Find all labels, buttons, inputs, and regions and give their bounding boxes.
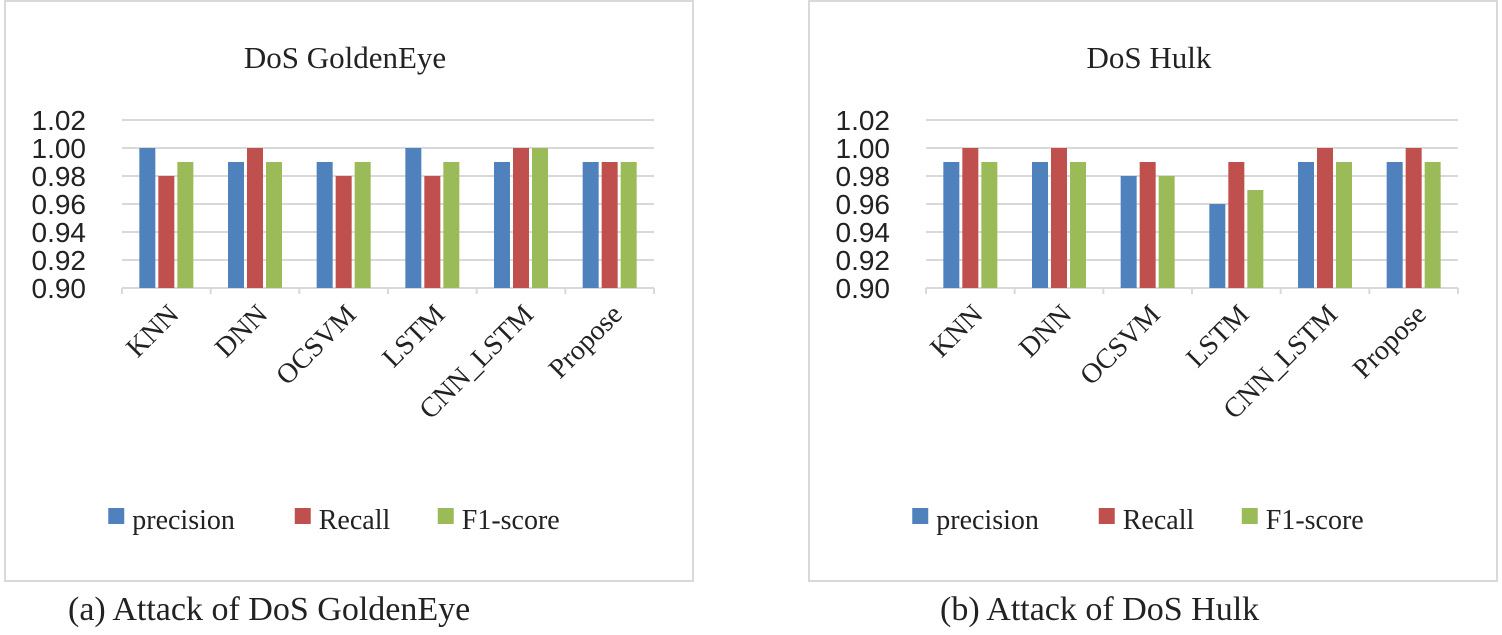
y-tick-label: 0.90: [32, 273, 87, 304]
bar-precision-lstm: [405, 148, 422, 288]
bar-precision-lstm: [1209, 204, 1226, 288]
bar-precision-dnn: [228, 162, 244, 288]
y-tick-label: 0.94: [836, 217, 891, 248]
y-tick-label: 1.00: [836, 133, 891, 164]
legend-swatch: [912, 508, 929, 524]
bar-recall-dnn: [247, 148, 263, 288]
y-tick-label: 1.02: [32, 105, 87, 136]
chart-dos-goldeneye: DoS GoldenEye 0.90 0.92 0.94 0.96 0.98 1.00 1.0…: [4, 0, 694, 582]
caption-a: (a) Attack of DoS GoldenEye: [68, 591, 471, 628]
y-tick-label: 0.92: [836, 245, 891, 276]
y-tick-label: 0.90: [836, 273, 891, 304]
bar-recall-knn: [962, 148, 979, 288]
chart-title: DoS GoldenEye: [244, 40, 446, 75]
bar-recall-lstm: [424, 176, 441, 288]
bar-recall-ocsvm: [335, 176, 352, 288]
legend-label: Recall: [1123, 505, 1195, 536]
y-tick-label: 1.02: [836, 105, 891, 136]
bar-recall-propose: [601, 162, 618, 288]
bar-precision-ocsvm: [1120, 176, 1137, 288]
y-tick-label: 0.96: [32, 189, 87, 220]
bar-f1-score-cnn-lstm: [532, 148, 548, 288]
legend-swatch: [1241, 508, 1258, 524]
legend-swatch: [437, 508, 454, 524]
bar-precision-propose: [582, 162, 599, 288]
chart-svg-goldeneye: DoS GoldenEye 0.900.920.940.960.981.001.0…: [4, 0, 694, 582]
y-tick-label: 0.92: [32, 245, 87, 276]
caption-b: (b) Attack of DoS Hulk: [940, 591, 1260, 628]
bar-f1-score-dnn: [266, 162, 282, 288]
bar-precision-cnn-lstm: [1298, 162, 1314, 288]
bar-precision-propose: [1386, 162, 1403, 288]
y-tick-label: 0.98: [32, 161, 87, 192]
bar-precision-ocsvm: [316, 162, 333, 288]
bar-recall-cnn-lstm: [513, 148, 529, 288]
y-tick-label: 0.94: [32, 217, 87, 248]
bar-f1-score-lstm: [443, 162, 460, 288]
legend-label: precision: [132, 505, 235, 536]
y-tick-label: 0.98: [836, 161, 891, 192]
bar-precision-cnn-lstm: [494, 162, 510, 288]
legend-swatch: [294, 508, 311, 524]
bar-recall-dnn: [1051, 148, 1067, 288]
legend-swatch: [108, 508, 125, 524]
chart-title: DoS Hulk: [1087, 40, 1212, 75]
bar-recall-knn: [158, 176, 175, 288]
chart-dos-hulk: DoS Hulk 0.90 0.92 0.94 0.96 0.98 1.00 1.02 KNN D…: [808, 0, 1498, 582]
chart-border: [4, 0, 694, 582]
legend-label: F1-score: [1266, 505, 1364, 536]
legend-label: precision: [936, 505, 1039, 536]
chart-border: [808, 0, 1498, 582]
bar-f1-score-knn: [981, 162, 998, 288]
y-tick-label: 0.96: [836, 189, 891, 220]
bar-f1-score-dnn: [1070, 162, 1086, 288]
bar-recall-propose: [1405, 148, 1422, 288]
bar-f1-score-propose: [620, 162, 637, 288]
y-tick-label: 1.00: [32, 133, 87, 164]
bar-f1-score-ocsvm: [354, 162, 371, 288]
bar-precision-knn: [139, 148, 156, 288]
bar-f1-score-lstm: [1247, 190, 1264, 288]
bar-f1-score-ocsvm: [1158, 176, 1175, 288]
bar-f1-score-propose: [1424, 162, 1441, 288]
bar-f1-score-cnn-lstm: [1336, 162, 1352, 288]
legend-label: Recall: [319, 505, 391, 536]
bar-precision-dnn: [1032, 162, 1048, 288]
legend-label: F1-score: [462, 505, 560, 536]
bar-recall-ocsvm: [1139, 162, 1156, 288]
bar-f1-score-knn: [177, 162, 194, 288]
bar-recall-cnn-lstm: [1317, 148, 1333, 288]
legend-swatch: [1098, 508, 1115, 524]
bar-recall-lstm: [1228, 162, 1245, 288]
bar-precision-knn: [943, 162, 960, 288]
